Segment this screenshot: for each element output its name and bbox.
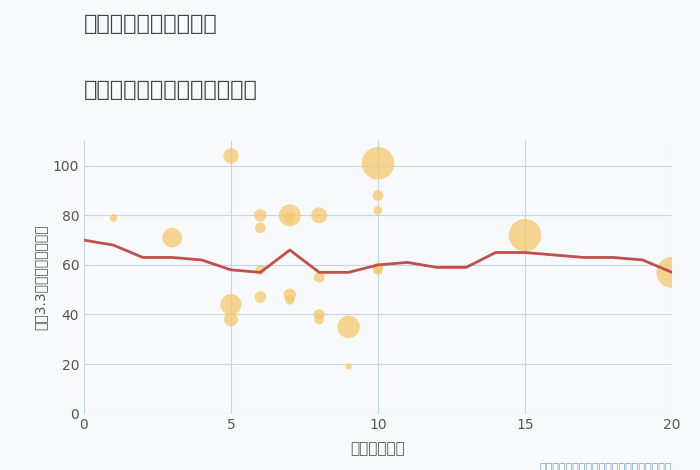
Point <box>314 311 325 318</box>
Point <box>666 268 678 276</box>
Point <box>284 214 295 221</box>
Point <box>284 212 295 219</box>
Text: 三重県松阪市中万町の: 三重県松阪市中万町の <box>84 14 218 34</box>
Point <box>314 212 325 219</box>
Point <box>343 363 354 370</box>
Point <box>372 159 384 167</box>
Text: 駅距離別中古マンション価格: 駅距離別中古マンション価格 <box>84 80 258 100</box>
Point <box>372 266 384 274</box>
Point <box>225 301 237 308</box>
Point <box>167 234 178 242</box>
Point <box>519 231 531 239</box>
Point <box>255 212 266 219</box>
Point <box>284 291 295 298</box>
Point <box>108 214 119 221</box>
Point <box>255 224 266 232</box>
Point <box>255 293 266 301</box>
Y-axis label: 平（3.3㎡）単価（万円）: 平（3.3㎡）単価（万円） <box>33 225 47 330</box>
Point <box>225 152 237 160</box>
Point <box>255 266 266 274</box>
Point <box>343 323 354 330</box>
Point <box>372 207 384 214</box>
Point <box>314 274 325 281</box>
Text: 円の大きさは、取引のあった物件面積を示す: 円の大きさは、取引のあった物件面積を示す <box>540 462 672 470</box>
Point <box>372 264 384 271</box>
Point <box>372 192 384 199</box>
Point <box>284 296 295 303</box>
X-axis label: 駅距離（分）: 駅距離（分） <box>351 441 405 456</box>
Point <box>314 316 325 323</box>
Point <box>225 316 237 323</box>
